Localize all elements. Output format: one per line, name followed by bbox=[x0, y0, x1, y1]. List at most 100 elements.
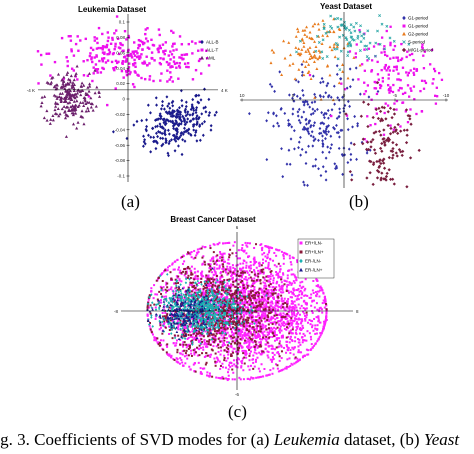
data-point bbox=[114, 29, 118, 32]
data-point bbox=[276, 351, 279, 354]
data-point bbox=[113, 32, 116, 35]
data-point bbox=[163, 132, 167, 137]
data-point bbox=[399, 78, 402, 82]
data-point bbox=[216, 243, 219, 246]
data-point bbox=[304, 307, 307, 310]
data-point bbox=[337, 81, 341, 85]
data-point bbox=[180, 294, 183, 297]
data-point bbox=[276, 272, 279, 275]
data-point bbox=[349, 158, 353, 162]
data-point bbox=[295, 94, 299, 98]
data-point bbox=[58, 112, 62, 116]
data-point bbox=[224, 296, 227, 299]
data-point bbox=[159, 136, 162, 140]
data-point bbox=[250, 317, 253, 320]
data-point bbox=[363, 81, 366, 84]
data-point bbox=[161, 280, 164, 283]
data-point bbox=[228, 311, 231, 314]
data-point bbox=[182, 364, 185, 367]
data-point bbox=[220, 259, 223, 262]
data-point bbox=[272, 124, 275, 128]
data-point bbox=[392, 39, 396, 43]
data-point bbox=[223, 327, 226, 330]
data-point bbox=[192, 288, 195, 291]
data-point bbox=[247, 256, 250, 259]
data-point bbox=[283, 324, 286, 327]
data-point bbox=[182, 130, 186, 134]
data-point bbox=[248, 328, 251, 331]
data-point bbox=[339, 17, 343, 21]
data-point bbox=[240, 323, 243, 326]
data-point bbox=[207, 113, 211, 118]
data-point bbox=[264, 282, 267, 285]
data-point bbox=[324, 91, 328, 95]
data-point bbox=[240, 360, 243, 363]
data-point bbox=[274, 318, 277, 321]
data-point bbox=[351, 38, 354, 42]
data-point bbox=[160, 103, 164, 108]
data-point bbox=[219, 353, 222, 356]
data-point bbox=[292, 287, 295, 290]
data-point bbox=[166, 313, 169, 316]
data-point bbox=[164, 269, 167, 272]
data-point bbox=[245, 278, 248, 281]
data-point bbox=[279, 265, 282, 268]
data-point bbox=[212, 257, 215, 260]
data-point bbox=[205, 352, 208, 355]
data-point bbox=[255, 290, 258, 293]
data-point bbox=[354, 21, 358, 25]
data-point bbox=[246, 332, 249, 335]
data-point bbox=[406, 74, 409, 77]
data-point bbox=[405, 71, 408, 74]
data-point bbox=[160, 126, 164, 130]
data-point bbox=[295, 333, 298, 336]
data-point bbox=[300, 296, 303, 299]
data-point bbox=[236, 339, 239, 342]
data-point bbox=[232, 270, 235, 273]
data-point bbox=[102, 57, 106, 60]
data-point bbox=[171, 99, 175, 104]
data-point bbox=[285, 351, 288, 354]
data-point bbox=[103, 52, 106, 56]
data-point bbox=[199, 315, 202, 318]
data-point bbox=[375, 159, 379, 164]
data-point bbox=[99, 71, 103, 74]
data-point bbox=[242, 294, 245, 297]
data-point bbox=[355, 43, 358, 46]
data-point bbox=[37, 82, 40, 85]
data-point bbox=[178, 61, 181, 65]
data-point bbox=[311, 346, 314, 349]
data-point bbox=[110, 60, 114, 64]
data-point bbox=[326, 63, 330, 67]
data-point bbox=[277, 305, 280, 308]
data-point bbox=[269, 295, 272, 298]
data-point bbox=[195, 122, 199, 127]
data-point bbox=[157, 276, 160, 279]
data-point bbox=[228, 284, 231, 287]
data-point bbox=[276, 121, 279, 125]
y-tick-label: -0.06 bbox=[115, 143, 126, 148]
data-point bbox=[205, 289, 208, 292]
data-point bbox=[339, 128, 343, 132]
data-point bbox=[305, 348, 308, 351]
data-point bbox=[269, 258, 272, 261]
data-point bbox=[222, 303, 225, 306]
data-point bbox=[189, 107, 193, 112]
data-point bbox=[168, 78, 171, 81]
data-point bbox=[192, 338, 195, 341]
data-point bbox=[214, 364, 217, 367]
data-point bbox=[215, 345, 218, 348]
data-point bbox=[193, 133, 197, 138]
data-point bbox=[195, 289, 198, 292]
leukemia-scatter-plot: Leukemia Dataset0.10.080.060.040.020-0.0… bbox=[27, 5, 228, 182]
data-point bbox=[238, 310, 241, 313]
data-point bbox=[329, 24, 332, 28]
data-point bbox=[169, 307, 172, 310]
data-point bbox=[212, 273, 215, 276]
data-point bbox=[315, 332, 318, 335]
data-point bbox=[280, 73, 284, 77]
data-point bbox=[203, 367, 206, 370]
data-point bbox=[415, 69, 419, 72]
data-point bbox=[299, 307, 302, 310]
data-point bbox=[298, 341, 301, 344]
